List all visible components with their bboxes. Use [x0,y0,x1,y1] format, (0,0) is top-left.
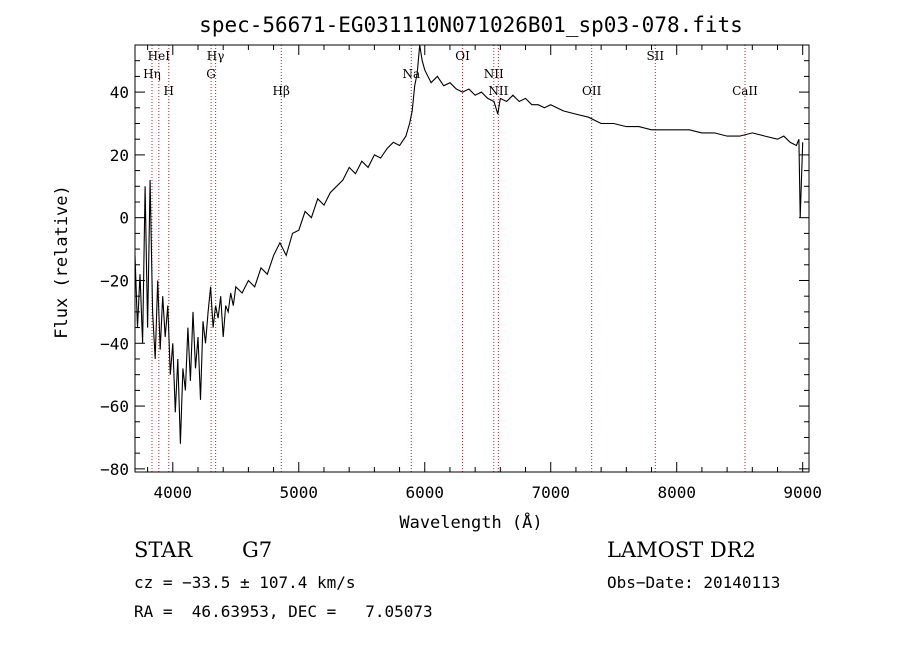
line-label-9: NII [488,84,508,98]
line-label-2: H [164,84,174,98]
y-axis: −80 −60 −40 −20 0 20 40 [100,60,809,479]
redshift-cz: cz = −33.5 ± 107.4 km/s [134,573,356,592]
y-tick-label-6: 40 [110,83,129,102]
x-tick-label-2: 6000 [405,483,444,502]
object-subclass: G7 [242,538,273,562]
line-label-3: Hγ [207,49,225,63]
line-label-0: HeI [148,49,171,63]
line-label-5: Hβ [273,84,290,98]
x-tick-label-4: 8000 [657,483,696,502]
y-tick-label-4: 0 [119,209,129,228]
obs-date: Obs−Date: 20140113 [607,573,781,592]
x-tick-label-0: 4000 [154,483,193,502]
spectral-line-markers [151,45,746,472]
y-tick-label-3: −20 [100,271,129,290]
spectrum-line [134,44,804,444]
y-tick-label-2: −40 [100,334,129,353]
y-tick-label-1: −60 [100,397,129,416]
object-class: STAR [134,538,193,562]
line-label-8: NII [484,67,504,81]
line-label-10: OII [582,84,602,98]
x-tick-label-1: 5000 [280,483,319,502]
y-axis-label: Flux (relative) [52,185,72,339]
line-label-7: OI [455,49,470,63]
coordinates: RA = 46.63953, DEC = 7.05073 [134,602,433,621]
x-axis-label: Wavelength (Å) [399,511,542,533]
line-label-6: Na [402,67,420,81]
line-label-4: G [206,67,216,81]
y-tick-label-0: −80 [100,460,129,479]
x-axis: 4000 5000 6000 7000 8000 9000 [147,45,822,502]
line-label-1: Hη [143,67,161,81]
line-label-12: CaII [732,84,758,98]
plot-frame [134,44,810,473]
y-tick-label-5: 20 [110,146,129,165]
chart-title: spec-56671-EG031110N071026B01_sp03-078.f… [199,13,743,37]
spectral-line-labels: HeI HηH Hγ G Hβ Na OI NII NII OII SII CaII [143,49,758,98]
survey-label: LAMOST DR2 [607,538,756,562]
x-tick-label-3: 7000 [531,483,570,502]
x-tick-label-5: 9000 [783,483,822,502]
line-label-11: SII [646,49,664,63]
